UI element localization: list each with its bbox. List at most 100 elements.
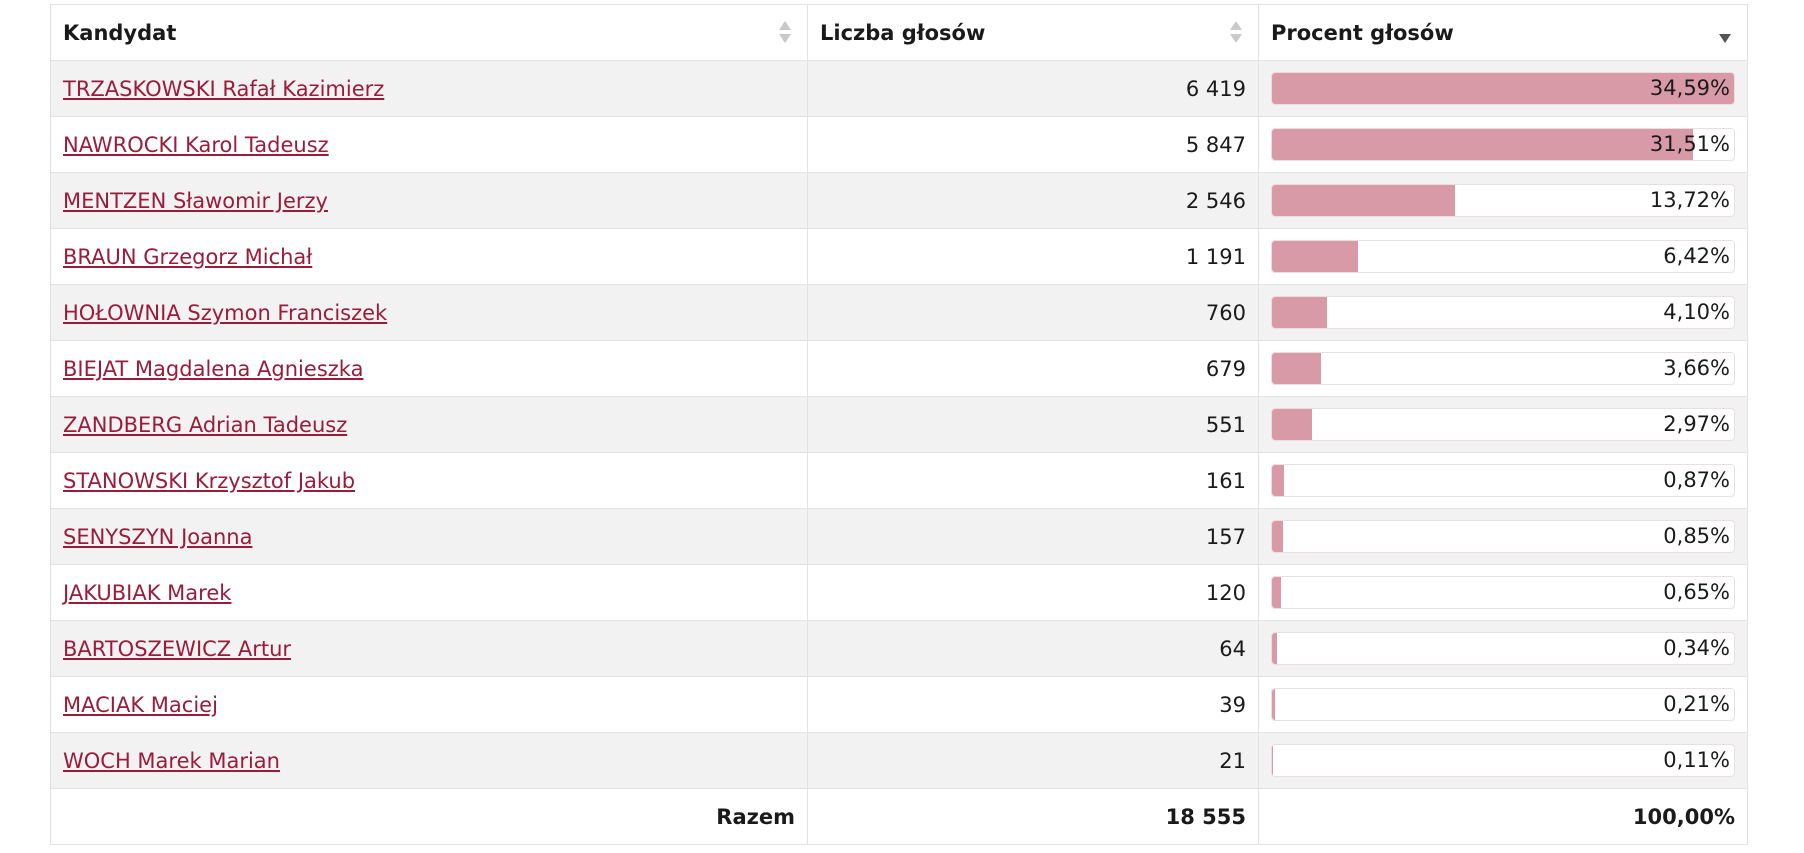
percent-cell: 0,11% [1258,732,1748,789]
percent-bar-fill [1272,409,1312,440]
votes-cell: 6 419 [807,60,1259,117]
column-header-label: Kandydat [63,20,177,45]
percent-bar-fill [1272,633,1277,664]
total-label: Razem [50,788,808,845]
percent-label: 0,87% [1663,468,1730,492]
candidate-link[interactable]: NAWROCKI Karol Tadeusz [63,132,329,157]
percent-cell: 0,65% [1258,564,1748,621]
table-row: JAKUBIAK Marek 120 0,65% [50,564,1748,621]
candidate-cell: WOCH Marek Marian [50,732,808,789]
table-row: NAWROCKI Karol Tadeusz 5 847 31,51% [50,116,1748,173]
sort-icon[interactable] [1230,21,1242,45]
table-header-row: Kandydat Liczba głosów Procent głosów [50,4,1748,61]
percent-bar-fill [1272,297,1327,328]
table-row: BARTOSZEWICZ Artur 64 0,34% [50,620,1748,677]
percent-label: 2,97% [1663,412,1730,436]
candidate-link[interactable]: MACIAK Maciej [63,692,218,717]
percent-bar-fill [1272,129,1693,160]
percent-bar: 0,11% [1271,744,1735,777]
candidate-link[interactable]: JAKUBIAK Marek [63,580,232,605]
column-header-percent[interactable]: Procent głosów [1258,4,1748,61]
percent-label: 4,10% [1663,300,1730,324]
results-table-container: Kandydat Liczba głosów Procent głosów TR… [50,4,1748,845]
percent-bar-fill [1272,521,1284,552]
column-header-candidate[interactable]: Kandydat [50,4,808,61]
candidate-cell: STANOWSKI Krzysztof Jakub [50,452,808,509]
sort-icon[interactable] [779,21,791,45]
column-header-label: Liczba głosów [820,20,986,45]
table-row: BRAUN Grzegorz Michał 1 191 6,42% [50,228,1748,285]
candidate-link[interactable]: WOCH Marek Marian [63,748,280,773]
percent-bar: 0,87% [1271,464,1735,497]
percent-cell: 0,34% [1258,620,1748,677]
percent-bar-fill [1272,577,1281,608]
candidate-cell: SENYSZYN Joanna [50,508,808,565]
total-votes: 18 555 [807,788,1259,845]
percent-cell: 34,59% [1258,60,1748,117]
percent-cell: 13,72% [1258,172,1748,229]
candidate-cell: BRAUN Grzegorz Michał [50,228,808,285]
candidate-link[interactable]: TRZASKOWSKI Rafał Kazimierz [63,76,385,101]
percent-bar-fill [1272,73,1734,104]
candidate-link[interactable]: ZANDBERG Adrian Tadeusz [63,412,348,437]
votes-cell: 64 [807,620,1259,677]
percent-label: 6,42% [1663,244,1730,268]
percent-bar: 34,59% [1271,72,1735,105]
percent-bar: 13,72% [1271,184,1735,217]
votes-cell: 760 [807,284,1259,341]
percent-bar: 0,65% [1271,576,1735,609]
percent-label: 0,11% [1663,748,1730,772]
percent-bar-fill [1272,465,1284,496]
percent-label: 13,72% [1649,188,1730,212]
candidate-link[interactable]: BARTOSZEWICZ Artur [63,636,292,661]
percent-cell: 0,85% [1258,508,1748,565]
sort-desc-icon[interactable] [1719,21,1731,45]
table-row: MENTZEN Sławomir Jerzy 2 546 13,72% [50,172,1748,229]
votes-cell: 2 546 [807,172,1259,229]
candidate-link[interactable]: BIEJAT Magdalena Agnieszka [63,356,364,381]
percent-bar: 2,97% [1271,408,1735,441]
percent-bar-fill [1272,185,1456,216]
percent-bar-fill [1272,241,1358,272]
candidate-cell: MENTZEN Sławomir Jerzy [50,172,808,229]
percent-bar: 4,10% [1271,296,1735,329]
votes-cell: 679 [807,340,1259,397]
percent-cell: 6,42% [1258,228,1748,285]
candidate-link[interactable]: MENTZEN Sławomir Jerzy [63,188,328,213]
votes-cell: 551 [807,396,1259,453]
percent-cell: 3,66% [1258,340,1748,397]
percent-bar-fill [1272,745,1274,776]
table-row: STANOWSKI Krzysztof Jakub 161 0,87% [50,452,1748,509]
percent-cell: 0,21% [1258,676,1748,733]
candidate-cell: NAWROCKI Karol Tadeusz [50,116,808,173]
votes-cell: 161 [807,452,1259,509]
table-row: HOŁOWNIA Szymon Franciszek 760 4,10% [50,284,1748,341]
votes-cell: 120 [807,564,1259,621]
percent-bar: 0,21% [1271,688,1735,721]
percent-bar: 3,66% [1271,352,1735,385]
percent-bar: 0,34% [1271,632,1735,665]
percent-bar: 31,51% [1271,128,1735,161]
candidate-link[interactable]: BRAUN Grzegorz Michał [63,244,313,269]
column-header-votes[interactable]: Liczba głosów [807,4,1259,61]
percent-label: 0,85% [1663,524,1730,548]
candidate-link[interactable]: STANOWSKI Krzysztof Jakub [63,468,356,493]
candidate-cell: JAKUBIAK Marek [50,564,808,621]
total-percent: 100,00% [1258,788,1748,845]
percent-label: 34,59% [1649,76,1730,100]
votes-cell: 5 847 [807,116,1259,173]
votes-cell: 39 [807,676,1259,733]
results-table: Kandydat Liczba głosów Procent głosów TR… [50,4,1748,845]
percent-cell: 2,97% [1258,396,1748,453]
candidate-link[interactable]: SENYSZYN Joanna [63,524,253,549]
percent-bar: 6,42% [1271,240,1735,273]
percent-label: 0,65% [1663,580,1730,604]
percent-label: 0,21% [1663,692,1730,716]
column-header-label: Procent głosów [1271,20,1454,45]
percent-cell: 0,87% [1258,452,1748,509]
votes-cell: 21 [807,732,1259,789]
candidate-cell: ZANDBERG Adrian Tadeusz [50,396,808,453]
candidate-link[interactable]: HOŁOWNIA Szymon Franciszek [63,300,388,325]
percent-cell: 31,51% [1258,116,1748,173]
table-row: SENYSZYN Joanna 157 0,85% [50,508,1748,565]
